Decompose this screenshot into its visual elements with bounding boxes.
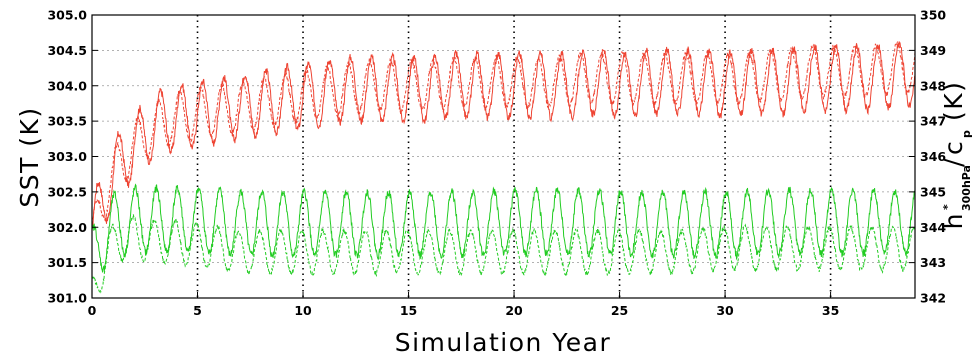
y-right-title-slash: / [939,157,968,167]
y-left-tick-label: 305.0 [47,8,87,23]
y-left-tick-label: 304.0 [47,78,87,93]
y-left-tick-label: 303.5 [47,114,87,129]
x-tick-label: 0 [88,303,97,318]
y-right-title-denominator-subscript: p [960,130,973,138]
x-tick-label: 30 [716,303,734,318]
ticks-layer: 301.0 301.5 302.0 302.5 303.0 303.5 304.0 304.5… [47,8,946,319]
x-tick-label: 10 [294,303,312,318]
y-right-tick-label: 345 [920,184,946,199]
y-right-tick-label: 347 [920,114,946,129]
y-left-tick-label: 301.0 [47,291,87,306]
x-axis-title: Simulation Year [395,328,612,357]
y-left-tick-label: 302.5 [47,184,87,199]
y-right-tick-label: 344 [920,220,946,235]
series-line [91,183,916,273]
series-line [91,41,916,232]
y-left-tick-label: 303.0 [47,149,87,164]
y-right-title-base: h [939,212,968,229]
series-line [91,41,916,225]
y-right-title-unit: (K) [939,81,968,121]
y-right-tick-label: 349 [920,43,946,58]
y-left-tick-label: 304.5 [47,43,87,58]
y-left-tick-label: 301.5 [47,255,87,270]
y-right-axis-title: h * 300hPa / c p (K) [939,81,973,230]
y-right-title-subscript: 300hPa [960,165,973,211]
y-left-tick-label: 302.0 [47,220,87,235]
x-tick-label: 15 [400,303,417,318]
x-tick-label: 25 [611,303,628,318]
series-layer [91,41,916,295]
y-right-title-superscript: * [941,204,954,210]
y-right-tick-label: 348 [920,78,946,93]
y-right-tick-label: 346 [920,149,946,164]
y-right-tick-label: 350 [920,8,946,23]
y-right-tick-label: 342 [920,291,946,306]
x-tick-label: 35 [822,303,839,318]
y-right-tick-label: 343 [920,255,946,270]
y-right-title-denominator: c [939,140,968,155]
y-left-axis-title: SST (K) [15,106,44,207]
series-line [91,214,916,295]
x-tick-label: 20 [505,303,523,318]
x-tick-label: 5 [193,303,202,318]
